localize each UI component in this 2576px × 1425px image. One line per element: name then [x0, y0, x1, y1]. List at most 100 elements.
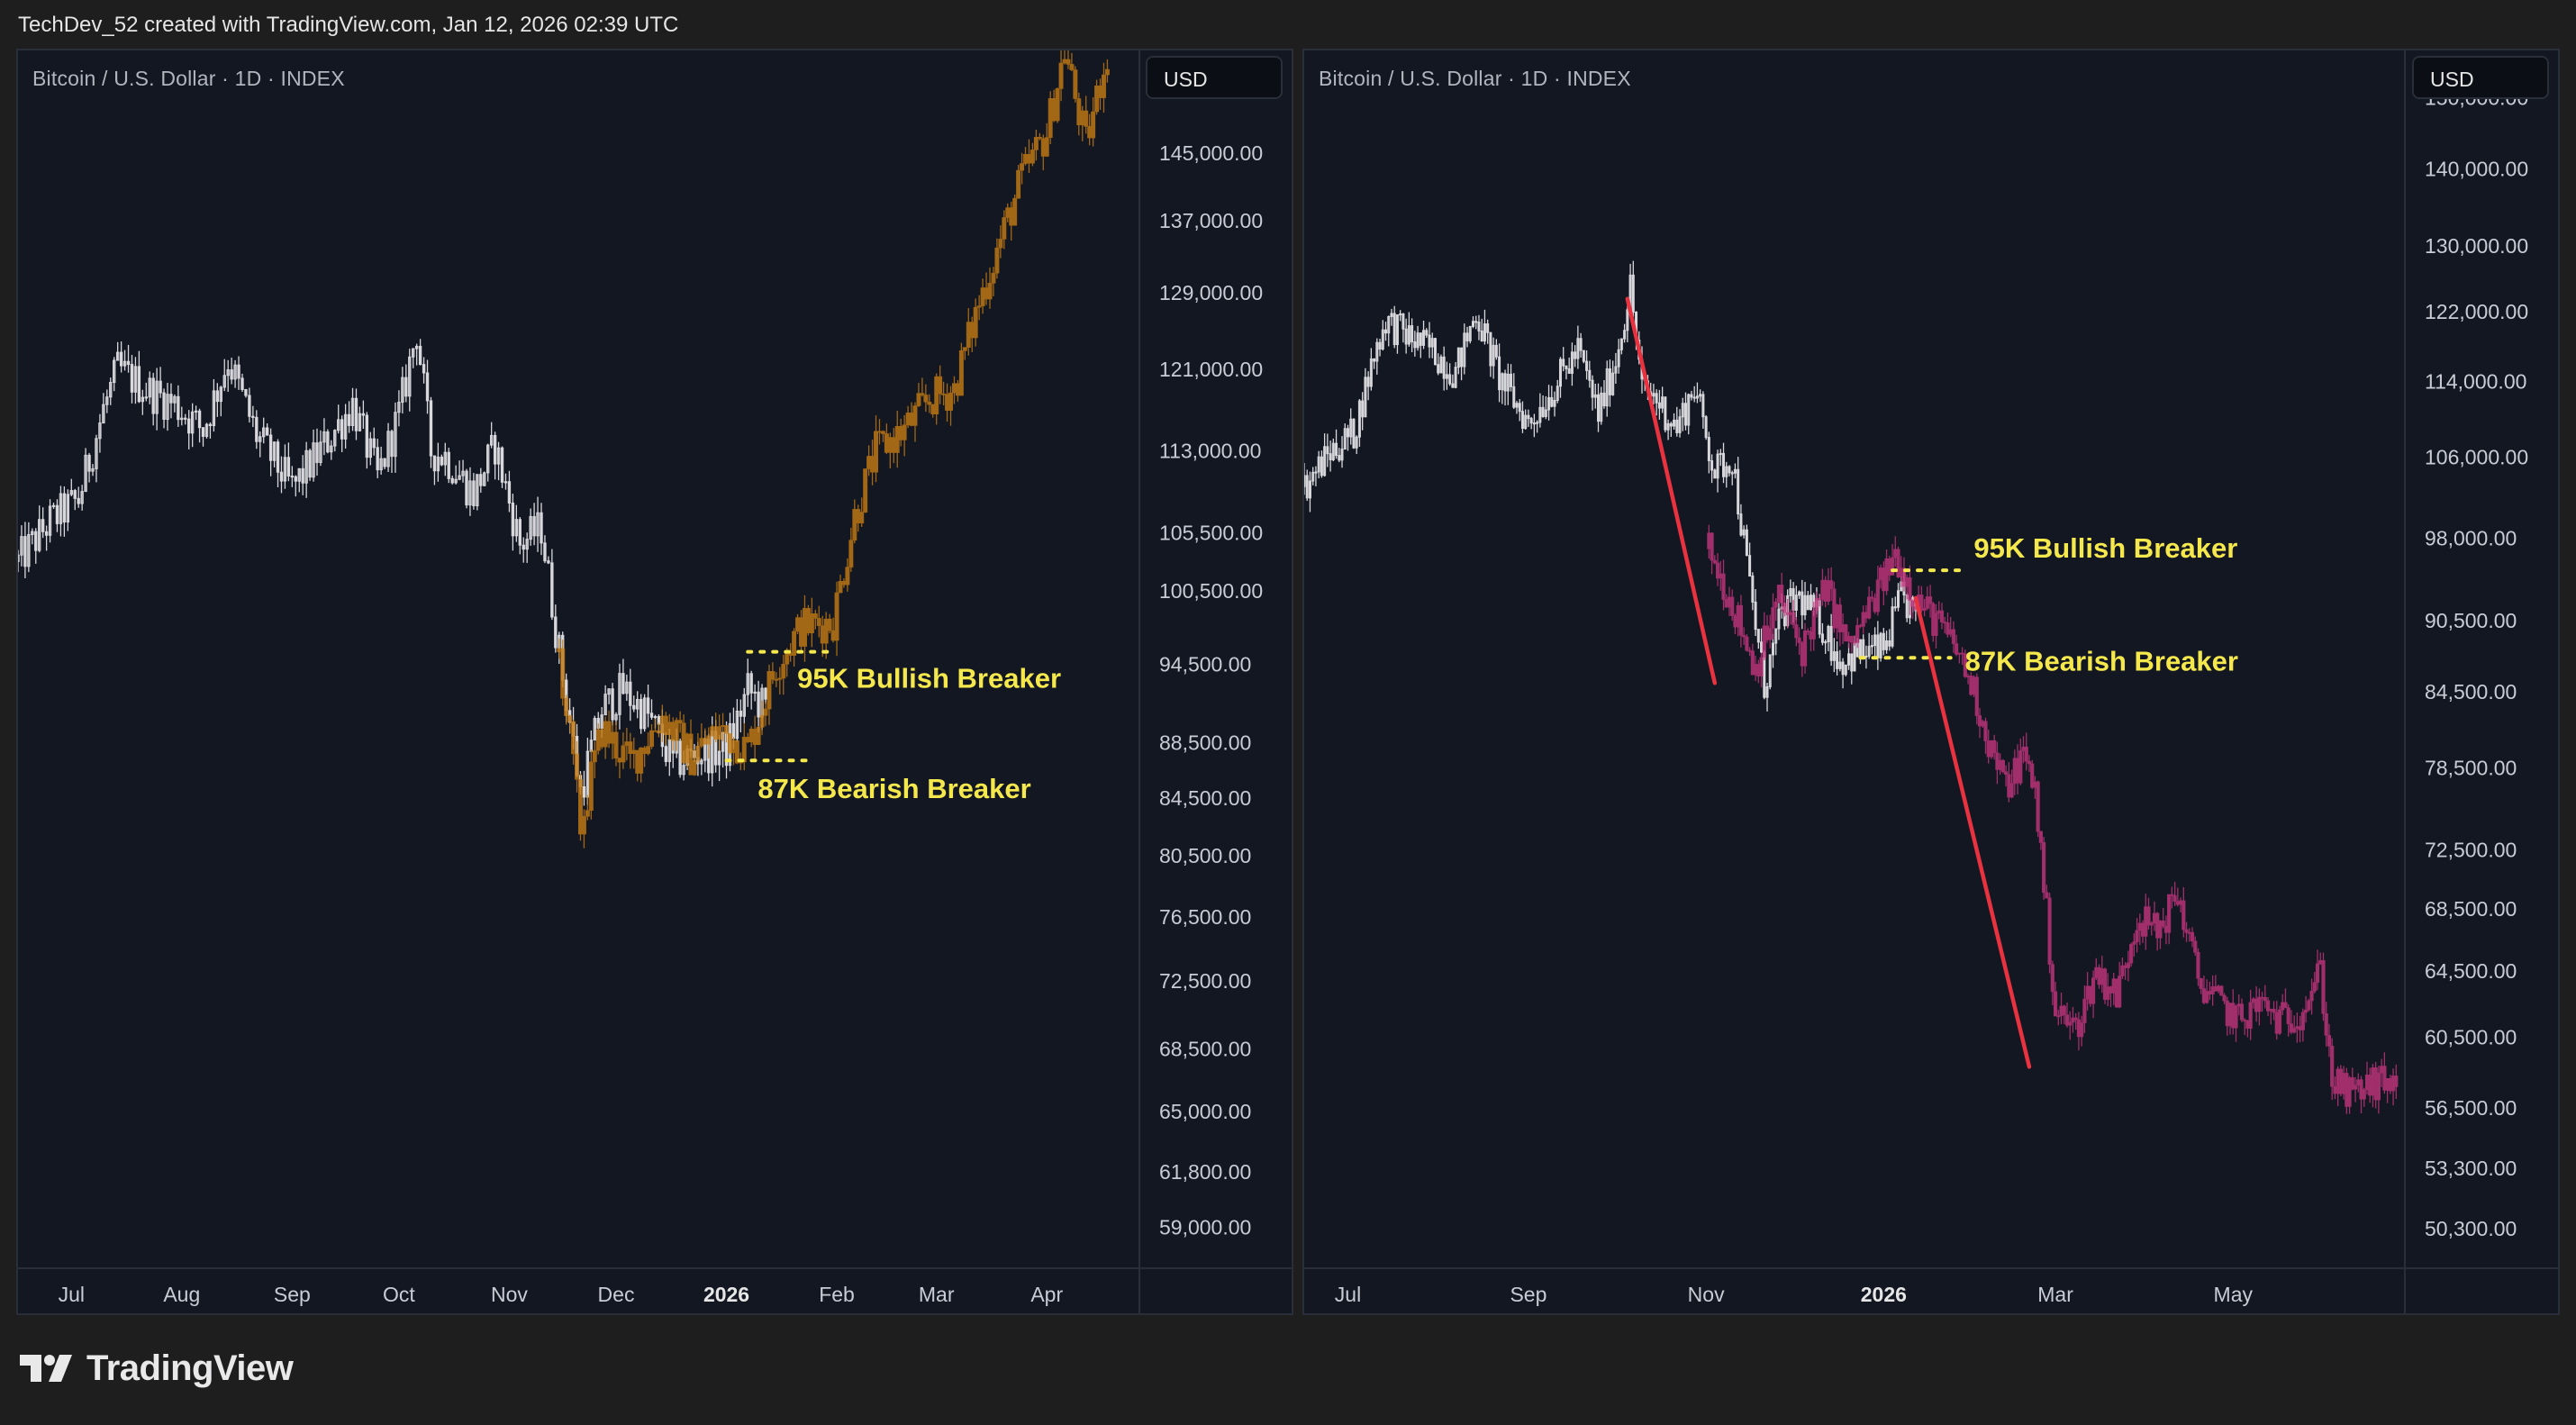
- candle-body: [24, 537, 26, 567]
- candle-body: [1347, 429, 1348, 437]
- candle-body: [757, 727, 760, 744]
- candle-body: [45, 531, 47, 535]
- candle-body: [1791, 613, 1795, 625]
- candle-body: [41, 520, 43, 532]
- candle-body: [1379, 342, 1381, 349]
- chart-attribution: TechDev_52 created with TradingView.com,…: [18, 13, 678, 38]
- candle-body: [782, 664, 785, 678]
- candle-body: [1034, 137, 1038, 150]
- candle-body: [1710, 533, 1714, 560]
- candle-body: [316, 443, 318, 463]
- candle-body: [2042, 842, 2045, 892]
- candle-body: [419, 346, 421, 364]
- right-currency-button[interactable]: USD: [2412, 56, 2549, 99]
- left-currency-button[interactable]: USD: [1146, 56, 1283, 99]
- candle-body: [1438, 365, 1439, 373]
- candle-body: [1760, 658, 1764, 676]
- candle-body: [1992, 740, 1996, 753]
- candle-body: [938, 377, 941, 394]
- candle-body: [1329, 454, 1331, 460]
- price-tick-label: 145,000.00: [1159, 141, 1263, 165]
- candle-body: [473, 481, 475, 506]
- right-symbol-label: Bitcoin / U.S. Dollar · 1D · INDEX: [1319, 67, 1631, 91]
- candle-body: [764, 709, 767, 715]
- candle-body: [561, 649, 565, 698]
- time-tick-label: Feb: [819, 1283, 855, 1306]
- candle-body: [501, 448, 503, 482]
- candle-body: [630, 682, 631, 705]
- candle-body: [494, 435, 495, 464]
- candle-body: [846, 567, 849, 585]
- candle-body: [2325, 1013, 2328, 1035]
- candle-body: [2240, 1004, 2244, 1021]
- candle-body: [440, 457, 442, 465]
- candle-body: [650, 713, 652, 717]
- candle-body: [2063, 1006, 2066, 1015]
- candle-body: [348, 414, 349, 425]
- candle-body: [771, 671, 775, 679]
- candle-body: [245, 389, 247, 395]
- candle-body: [1746, 637, 1749, 650]
- candle-body: [2284, 1003, 2288, 1008]
- candle-body: [1070, 64, 1074, 69]
- candle-body: [1655, 394, 1657, 403]
- left-chart-canvas[interactable]: 145,000.00 137,000.00 129,000.00 121,000.00…: [18, 50, 1292, 1313]
- candle-body: [765, 688, 766, 699]
- candle-body: [813, 613, 817, 618]
- candle-body: [928, 402, 931, 404]
- candle-body: [512, 503, 513, 535]
- candles: [1304, 261, 2398, 1114]
- breaker-label: 87K Bearish Breaker: [1965, 645, 2238, 676]
- candle-body: [2185, 930, 2189, 932]
- candle-body: [422, 365, 424, 373]
- left-chart-panel[interactable]: 145,000.00 137,000.00 129,000.00 121,000.00…: [16, 49, 1293, 1315]
- candle-body: [1889, 640, 1891, 646]
- candle-body: [177, 396, 179, 419]
- candle-body: [2150, 923, 2154, 925]
- candle-body: [1565, 366, 1567, 368]
- candle-body: [963, 348, 966, 351]
- trend-line[interactable]: [1628, 299, 1715, 684]
- candle-body: [2025, 747, 2028, 761]
- candle-body: [1574, 352, 1576, 359]
- price-series: [1304, 261, 1917, 712]
- candle-body: [959, 350, 963, 395]
- candle-body: [567, 716, 571, 722]
- candle-body: [2263, 997, 2267, 1001]
- candle-body: [241, 378, 243, 390]
- candle-body: [1877, 635, 1879, 658]
- candle-body: [1002, 218, 1006, 240]
- candle-body: [2301, 1012, 2305, 1030]
- candle-body: [1443, 357, 1445, 378]
- candle-body: [1731, 473, 1733, 474]
- candle-body: [522, 545, 524, 549]
- candle-body: [466, 471, 467, 504]
- candle-body: [622, 674, 624, 694]
- candle-body: [63, 494, 65, 522]
- time-tick-label: Aug: [163, 1283, 200, 1306]
- candle-body: [1513, 386, 1515, 407]
- candle-body: [366, 415, 367, 458]
- time-tick-label: Apr: [1030, 1283, 1063, 1306]
- candle-body: [1487, 324, 1489, 333]
- candle-body: [1855, 625, 1859, 642]
- candle-body: [760, 715, 764, 727]
- candle-body: [266, 428, 268, 435]
- price-tick-label: 68,500.00: [2425, 897, 2517, 921]
- candle-body: [874, 431, 877, 472]
- candle-body: [1528, 415, 1529, 418]
- candle-body: [988, 283, 992, 299]
- candle-body: [750, 674, 752, 694]
- candle-body: [1928, 596, 1932, 604]
- candle-body: [678, 721, 682, 723]
- breaker-label: 95K Bullish Breaker: [797, 663, 1061, 694]
- candle-body: [903, 425, 906, 440]
- candle-body: [2395, 1076, 2399, 1086]
- right-chart-panel[interactable]: 150,000.00140,000.00130,000.00122,000.00…: [1302, 49, 2560, 1315]
- candle-body: [1812, 611, 1816, 639]
- candle-body: [430, 401, 431, 456]
- candle-body: [2363, 1090, 2366, 1099]
- candle-body: [1757, 630, 1759, 642]
- right-chart-canvas[interactable]: 150,000.00140,000.00130,000.00122,000.00…: [1304, 50, 2558, 1313]
- candle-body: [540, 513, 542, 543]
